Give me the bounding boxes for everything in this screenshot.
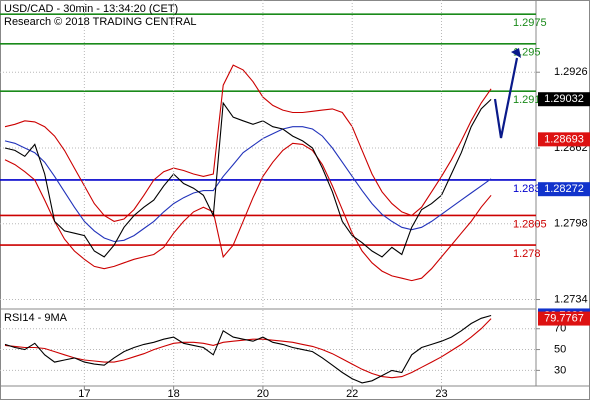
series-line (4, 64, 492, 222)
series-line (4, 99, 492, 258)
x-tick-label: 17 (78, 388, 90, 400)
series-line (4, 142, 492, 282)
level-label: 1.2975 (513, 17, 547, 29)
x-tick-label: 18 (168, 388, 180, 400)
x-tick-label: 22 (346, 388, 358, 400)
price-tag-label: 1.29032 (544, 93, 584, 105)
y-tick-label: 30 (554, 364, 566, 376)
price-tag (538, 92, 590, 107)
price-tag (538, 311, 590, 326)
level-label: 1.2805 (513, 218, 547, 230)
y-tick-label: 70 (554, 323, 566, 335)
x-tick-label: 20 (257, 388, 269, 400)
price-tag (538, 182, 590, 197)
y-tick-label: 1.2734 (554, 293, 588, 305)
price-tag (538, 132, 590, 147)
x-tick-label: 23 (435, 388, 447, 400)
y-tick-label: 1.2798 (554, 218, 588, 230)
chart-title: USD/CAD - 30min - 13:34:20 (CET) (4, 3, 178, 15)
price-tag-label: 1.28693 (544, 133, 584, 145)
chart-subtitle: Research © 2018 TRADING CENTRAL (4, 16, 197, 28)
price-tag-label: 1.28272 (544, 183, 584, 195)
level-label: 1.291 (513, 94, 541, 106)
forecast-arrow (493, 57, 519, 139)
forecast-arrow-head (511, 48, 521, 58)
y-tick-label: 1.2926 (554, 66, 588, 78)
y-tick-label: 50 (554, 343, 566, 355)
rsi-title: RSI14 - 9MA (4, 312, 68, 324)
level-label: 1.278 (513, 248, 541, 260)
series-line (4, 314, 492, 384)
series-line (4, 126, 492, 243)
price-tag-label: 79.7767 (544, 312, 584, 324)
